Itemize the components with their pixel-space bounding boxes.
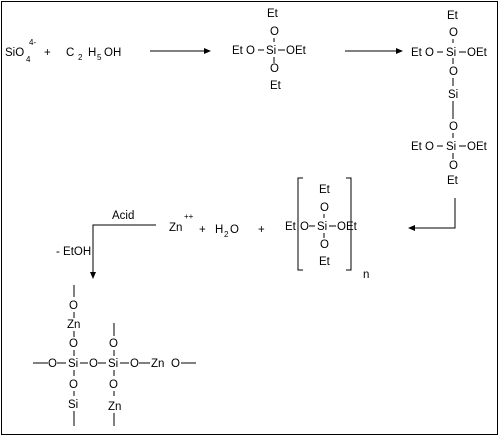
svg-text:Et O: Et O: [232, 45, 255, 57]
svg-text:Et O: Et O: [411, 141, 434, 153]
svg-text:Et: Et: [270, 80, 282, 92]
svg-text:Zn: Zn: [67, 319, 80, 331]
ethanol: C 2 H 5 OH: [66, 47, 121, 62]
svg-text:O: O: [109, 338, 118, 350]
svg-text:++: ++: [184, 212, 194, 221]
svg-text:2: 2: [78, 53, 83, 62]
svg-text:OEt: OEt: [467, 47, 488, 59]
svg-text:O: O: [89, 358, 98, 370]
svg-text:Et O: Et O: [411, 47, 434, 59]
zinc-silicate-network: O Zn O O Si O Si O Zn O O O Si O Zn: [33, 285, 196, 426]
svg-text:O: O: [300, 221, 309, 233]
reaction-arrow-4: [90, 224, 156, 279]
svg-text:OH: OH: [104, 47, 121, 59]
svg-text:H: H: [215, 224, 223, 236]
svg-text:O: O: [48, 358, 57, 370]
svg-text:Et: Et: [319, 184, 331, 196]
svg-text:OEt: OEt: [467, 141, 488, 153]
svg-text:O: O: [171, 358, 180, 370]
svg-text:O: O: [69, 338, 78, 350]
polymer-repeat-unit: Et O Et O Si OEt O Et n: [285, 177, 369, 281]
svg-text:O: O: [449, 121, 458, 133]
svg-text:C: C: [66, 47, 74, 59]
water: H 2 O: [215, 224, 239, 239]
svg-text:4-: 4-: [29, 38, 36, 47]
plus-sign: +: [44, 47, 51, 59]
svg-text:Et: Et: [267, 8, 279, 20]
reaction-arrow-2: [345, 48, 403, 54]
svg-text:n: n: [363, 269, 369, 281]
svg-text:Si: Si: [317, 221, 327, 233]
svg-text:2: 2: [224, 230, 229, 239]
svg-text:OEt: OEt: [286, 45, 307, 57]
svg-text:Si: Si: [446, 47, 456, 59]
plus-sign: +: [199, 224, 206, 236]
teos-molecule: Et O Et O Si OEt O Et: [232, 8, 307, 92]
svg-text:5: 5: [97, 53, 102, 62]
svg-text:O: O: [69, 379, 78, 391]
svg-text:O: O: [449, 27, 458, 39]
svg-text:4: 4: [26, 55, 31, 64]
svg-text:O: O: [230, 224, 239, 236]
svg-text:O: O: [449, 160, 458, 172]
siloxane-dimer: Et O Et O Si OEt O Si O Et O Si OEt O Et: [411, 10, 488, 187]
svg-text:Si: Si: [68, 358, 78, 370]
svg-text:O: O: [270, 26, 279, 38]
svg-text:Si: Si: [448, 89, 458, 101]
plus-sign: +: [258, 224, 265, 236]
zinc-ion: Zn ++: [169, 212, 194, 234]
svg-text:Si: Si: [68, 399, 78, 411]
svg-text:SiO: SiO: [5, 47, 24, 59]
svg-text:Si: Si: [266, 45, 276, 57]
svg-text:O: O: [320, 202, 329, 214]
svg-text:Zn: Zn: [108, 401, 121, 413]
acid-label: Acid: [112, 210, 134, 222]
silicate-ion: SiO 4 4-: [5, 38, 36, 64]
svg-text:O: O: [320, 239, 329, 251]
svg-text:H: H: [88, 47, 96, 59]
svg-text:O: O: [270, 63, 279, 75]
svg-text:Et: Et: [447, 175, 459, 187]
svg-text:Zn: Zn: [151, 358, 164, 370]
svg-text:Si: Si: [446, 141, 456, 153]
svg-text:Et: Et: [319, 256, 331, 268]
ethanol-elimination-label: - EtOH: [56, 246, 91, 258]
svg-text:O: O: [130, 358, 139, 370]
svg-text:O: O: [69, 300, 78, 312]
svg-text:O: O: [449, 66, 458, 78]
svg-text:Si: Si: [108, 358, 118, 370]
svg-text:Zn: Zn: [169, 222, 182, 234]
svg-text:Et: Et: [447, 10, 459, 22]
svg-text:OEt: OEt: [337, 221, 358, 233]
reaction-arrow-3: [408, 198, 456, 231]
svg-text:Et: Et: [285, 221, 297, 233]
reaction-arrow-1: [150, 48, 211, 54]
svg-text:O: O: [109, 379, 118, 391]
